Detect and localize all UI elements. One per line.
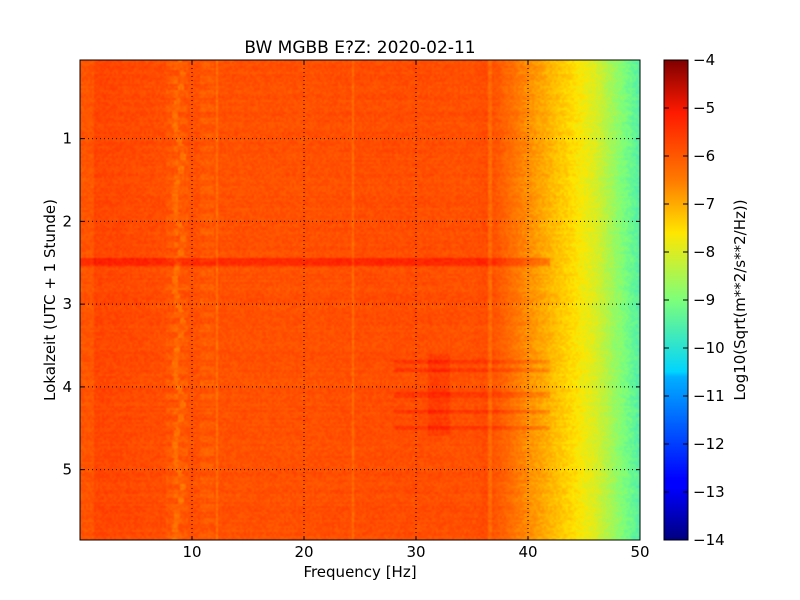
colorbar-tick-label: −7 xyxy=(693,195,715,213)
spectrogram-image xyxy=(80,60,640,540)
colorbar-tick-label: −4 xyxy=(693,51,715,69)
colorbar-tick-label: −11 xyxy=(693,387,725,405)
x-axis-ticks: 10 20 30 40 50 xyxy=(182,60,650,561)
y-tick-label: 3 xyxy=(62,295,72,313)
grid-lines xyxy=(80,60,640,540)
colorbar-tick-label: −10 xyxy=(693,339,725,357)
colorbar-tick-label: −5 xyxy=(693,99,715,117)
colorbar-tick-label: −12 xyxy=(693,435,725,453)
y-tick-label: 2 xyxy=(62,212,72,230)
x-tick-label: 40 xyxy=(518,543,537,561)
y-tick-label: 4 xyxy=(62,378,72,396)
spectrogram-heatmap xyxy=(80,60,640,540)
colorbar-ticks: −4 −5 −6 −7 −8 −9 −10 −11 −12 −13 −14 xyxy=(664,51,725,549)
y-axis-ticks: 1 2 3 4 5 xyxy=(62,130,640,479)
x-axis-label: Frequency [Hz] xyxy=(303,563,416,581)
colorbar-tick-label: −14 xyxy=(693,531,725,549)
x-tick-label: 20 xyxy=(294,543,313,561)
y-axis-label: Lokalzeit (UTC + 1 Stunde) xyxy=(41,199,59,401)
colorbar-tick-label: −8 xyxy=(693,243,715,261)
chart-title: BW MGBB E?Z: 2020-02-11 xyxy=(244,38,475,58)
y-tick-label: 1 xyxy=(62,130,72,148)
colorbar-label: Log10(Sqrt(m**2/s**2/Hz)) xyxy=(731,199,749,400)
colorbar-tick-label: −9 xyxy=(693,291,715,309)
y-tick-label: 5 xyxy=(62,461,72,479)
x-tick-label: 50 xyxy=(630,543,649,561)
colorbar-tick-label: −6 xyxy=(693,147,715,165)
x-tick-label: 10 xyxy=(182,543,201,561)
x-tick-label: 30 xyxy=(406,543,425,561)
colorbar-tick-label: −13 xyxy=(693,483,725,501)
plot-frame xyxy=(79,59,641,541)
